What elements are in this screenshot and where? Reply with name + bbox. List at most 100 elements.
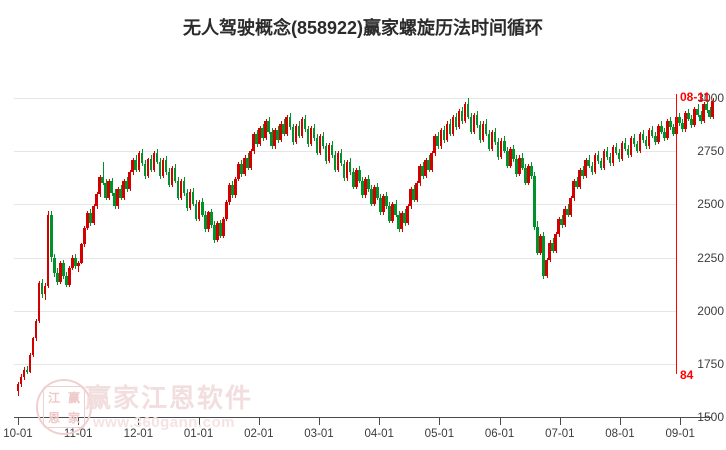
x-axis-tick-label: 09-01: [665, 428, 695, 440]
candle-body: [219, 223, 222, 236]
candle-body: [690, 118, 693, 126]
candle-body: [16, 384, 20, 392]
candle-body: [659, 125, 663, 132]
candle-body: [46, 214, 50, 286]
candle-body: [481, 123, 485, 141]
candle-body: [104, 182, 107, 198]
candle-body: [339, 153, 343, 164]
candle-body: [539, 236, 542, 253]
candle-body: [563, 208, 566, 226]
candle-body: [107, 180, 110, 198]
candle-body: [116, 189, 119, 207]
candle-body: [662, 131, 666, 138]
candle-body: [490, 132, 494, 149]
candle-body: [527, 166, 530, 183]
candle-body: [635, 144, 639, 151]
candle-body: [472, 115, 476, 132]
candle-body: [478, 125, 482, 141]
seal-char: 江: [47, 390, 60, 405]
candle-body: [330, 144, 334, 155]
candle-body: [170, 167, 174, 185]
candle-body: [55, 272, 59, 282]
candle-body: [575, 180, 578, 187]
candle-body: [466, 104, 470, 117]
candle-body: [182, 180, 186, 194]
candle-body: [436, 136, 440, 147]
y-axis-tick-label: 3000: [697, 91, 724, 105]
candle-body: [240, 163, 243, 175]
candle-body: [496, 142, 500, 158]
candle-body: [351, 172, 355, 187]
candle-body: [406, 206, 409, 224]
seal-char: 恩: [47, 410, 60, 425]
candle-body: [291, 127, 295, 143]
candle-body: [333, 154, 337, 170]
candle-body: [161, 159, 165, 177]
candle-body: [203, 214, 207, 230]
candle-body: [297, 125, 301, 136]
candle-body: [569, 197, 572, 215]
gridline: [14, 151, 676, 153]
candle-body: [134, 159, 138, 170]
candle-body: [578, 170, 581, 187]
candle-body: [137, 152, 141, 170]
candle-body: [626, 148, 630, 155]
x-axis-tick: [198, 418, 200, 425]
candle-body: [225, 202, 228, 220]
candle-body: [167, 172, 171, 185]
candle-body: [52, 257, 56, 273]
candle-body: [499, 140, 503, 158]
candle-body: [357, 170, 361, 181]
x-axis-tick: [138, 418, 140, 425]
candle-body: [318, 136, 322, 153]
candle-body: [593, 155, 597, 172]
gridline: [14, 98, 676, 99]
last-price-level-line: [712, 101, 714, 103]
x-axis-tick: [319, 418, 320, 425]
x-axis-tick-label: 06-01: [484, 428, 515, 440]
candle-body: [650, 129, 654, 136]
candle-body: [255, 134, 258, 145]
candle-wick: [102, 161, 104, 186]
candle-body: [43, 285, 47, 295]
candle-body: [687, 112, 690, 119]
candle-body: [403, 212, 406, 224]
candle-body: [415, 183, 418, 200]
candle-body: [228, 185, 231, 203]
candle-body: [303, 119, 307, 130]
candle-body: [31, 338, 35, 355]
candle-body: [345, 161, 349, 179]
candle-body: [77, 262, 80, 266]
gridline: [14, 310, 676, 312]
candle-body: [367, 178, 370, 190]
candle-body: [457, 110, 461, 128]
candle-body: [276, 129, 279, 141]
candle-body: [119, 189, 122, 198]
candle-body: [252, 134, 255, 152]
x-axis-tick: [559, 418, 561, 425]
candle-body: [451, 117, 455, 134]
candle-body: [131, 159, 135, 173]
candle-body: [611, 146, 615, 164]
candle-body: [454, 117, 458, 128]
candle-body: [557, 219, 560, 235]
candle-body: [101, 176, 104, 183]
time-cycle-marker-line: [676, 94, 678, 374]
candle-body: [515, 159, 518, 175]
candle-body: [566, 208, 569, 215]
candle-body: [530, 166, 533, 177]
candle-body: [364, 178, 367, 196]
candle-body: [608, 157, 612, 164]
candle-body: [684, 112, 687, 130]
candle-body: [237, 163, 240, 179]
candle-body: [554, 234, 557, 251]
candle-body: [89, 213, 92, 224]
candle-body: [270, 131, 273, 147]
candle-body: [315, 137, 319, 153]
candle-body: [373, 187, 376, 204]
candle-body: [324, 146, 328, 162]
candle-body: [572, 180, 575, 198]
candle-body: [68, 268, 71, 285]
candle-body: [191, 191, 195, 204]
candle-body: [638, 134, 642, 151]
